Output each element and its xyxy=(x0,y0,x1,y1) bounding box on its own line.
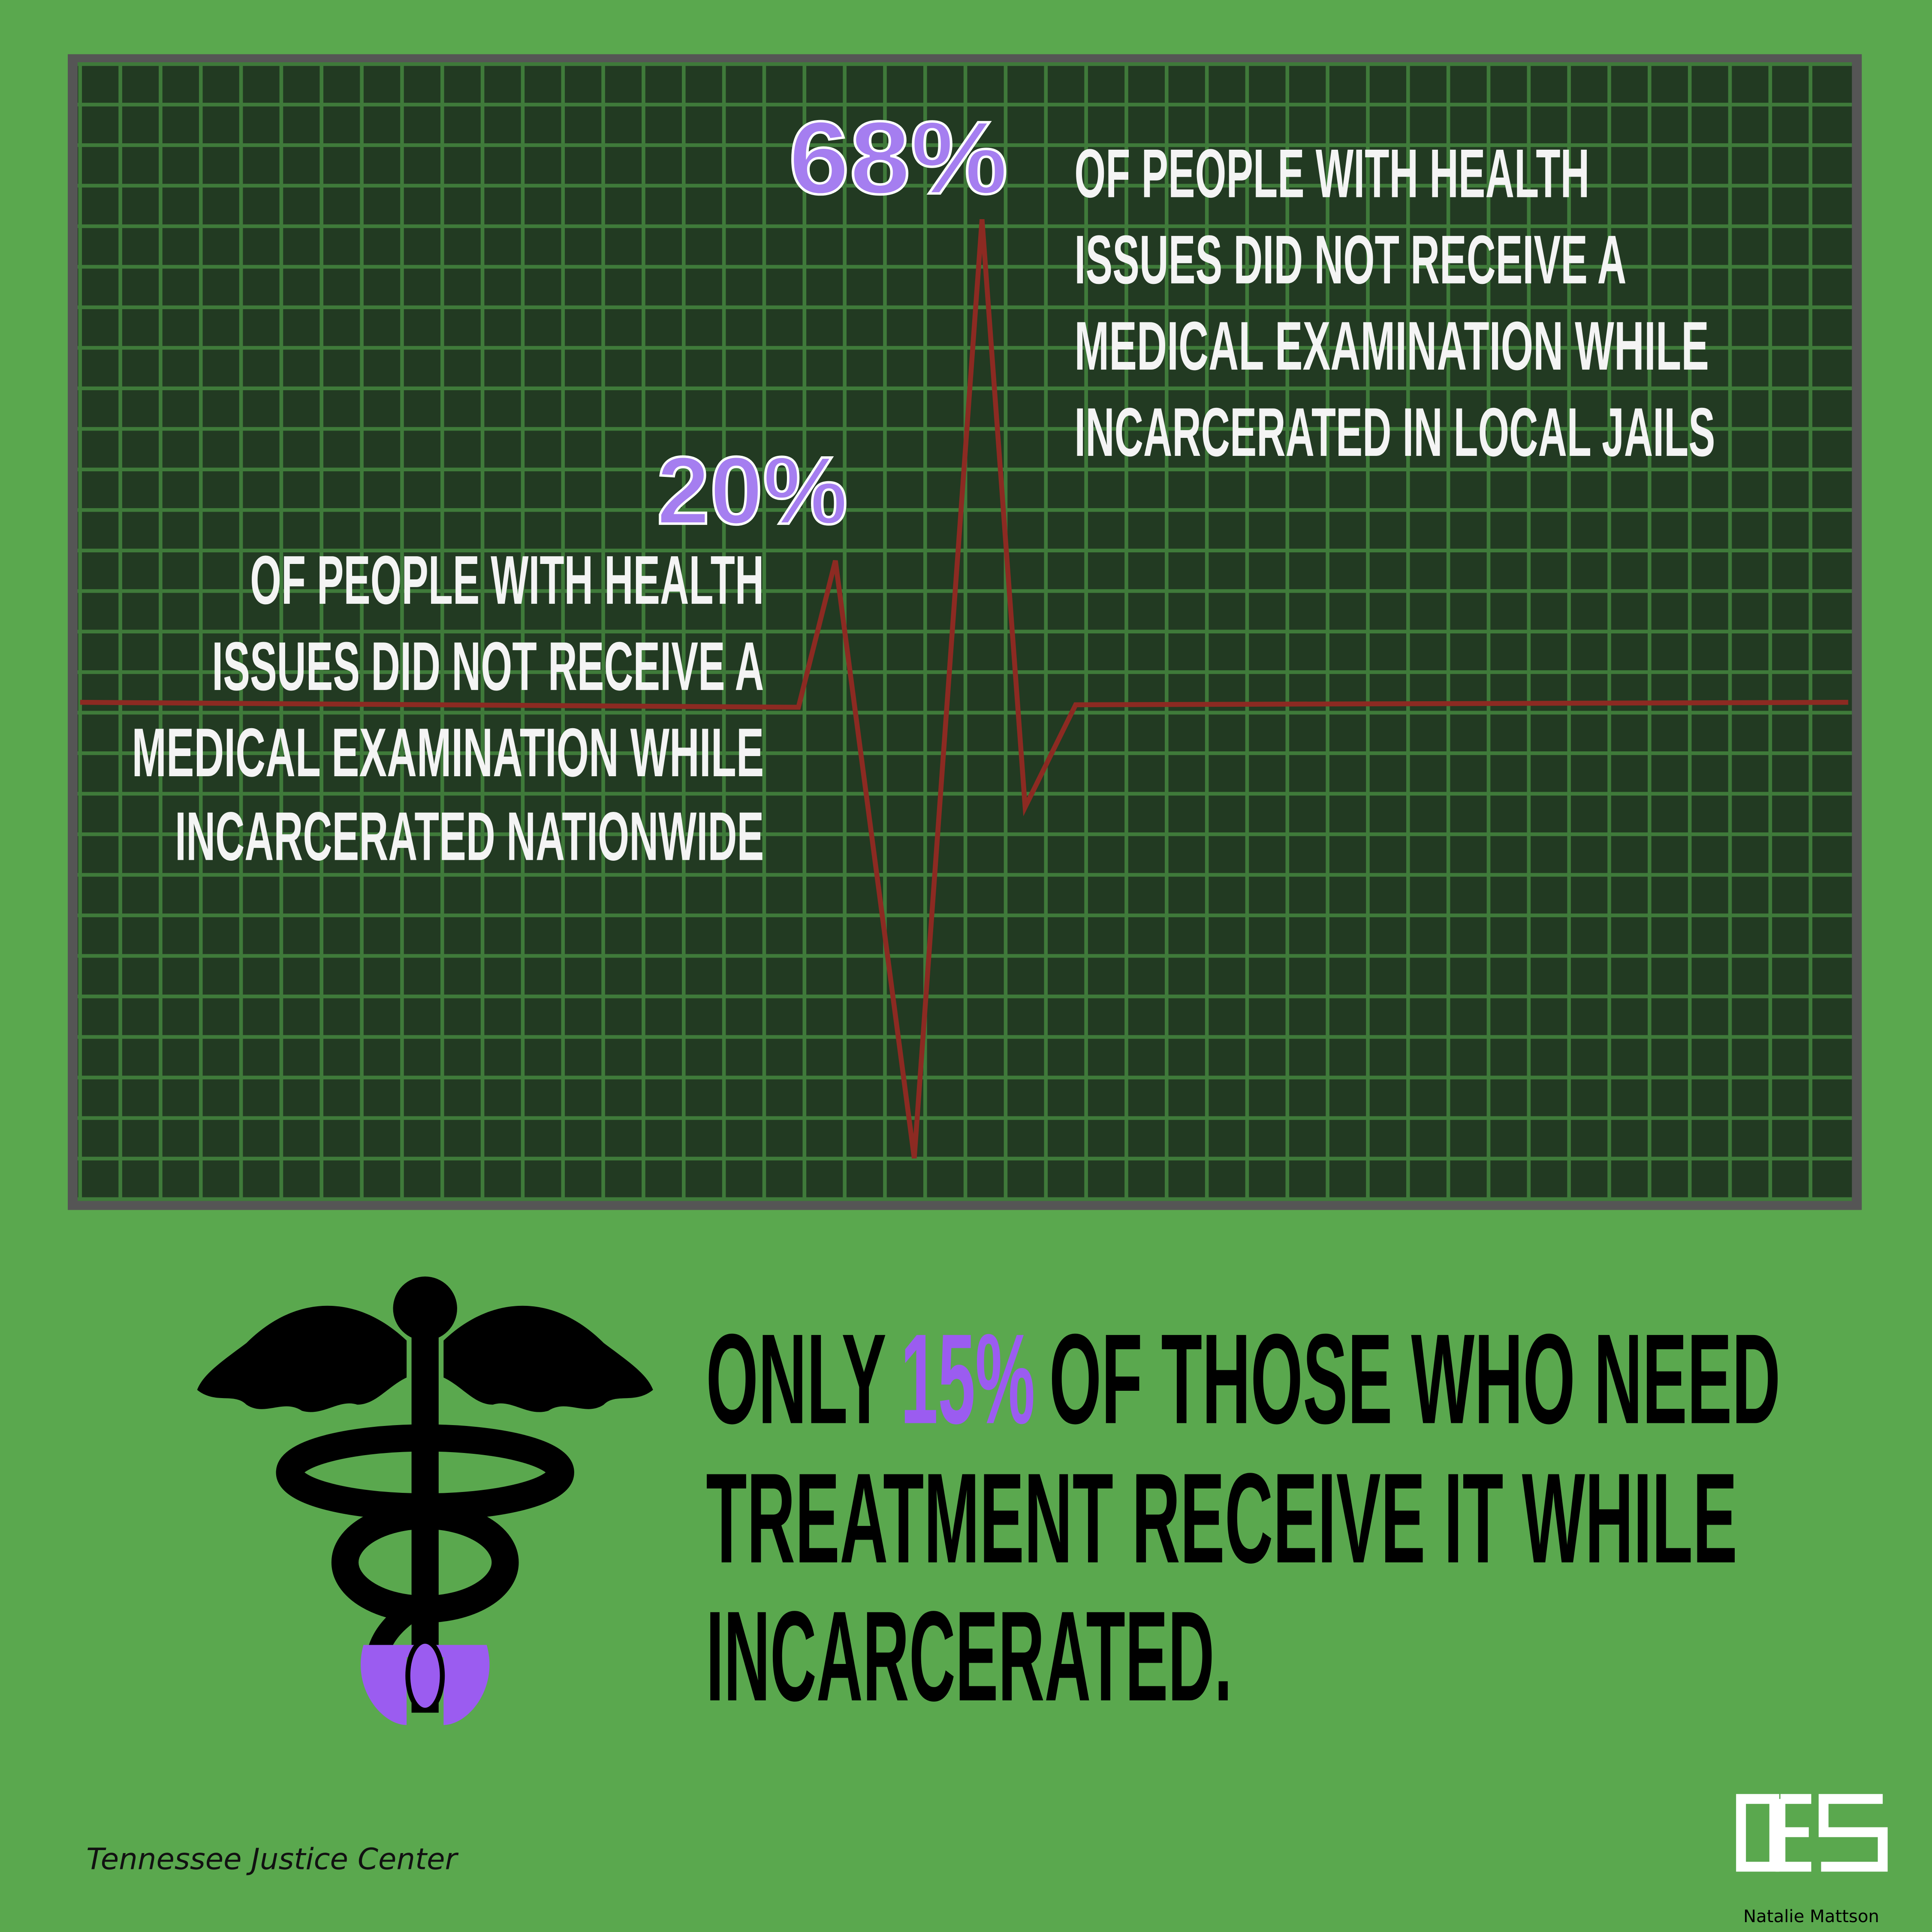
heartbeat-line xyxy=(80,219,1848,1159)
stat-figure: 20% xyxy=(657,437,847,544)
callout-line: TREATMENT RECEIVE IT WHILE xyxy=(706,1447,1737,1590)
callout-word: TREATMENT RECEIVE IT WHILE xyxy=(706,1447,1737,1590)
stat-line: OF PEOPLE WITH HEALTH xyxy=(250,542,764,619)
stat-line: MEDICAL EXAMINATION WHILE xyxy=(132,714,764,791)
stat-line: ISSUES DID NOT RECEIVE A xyxy=(1074,221,1626,298)
logo xyxy=(1736,1794,1888,1872)
caduceus-icon xyxy=(197,1276,653,1725)
callout-word: OF THOSE WHO NEED xyxy=(1049,1308,1781,1450)
callout-text: ONLY15%OF THOSE WHO NEEDTREATMENT RECEIV… xyxy=(706,1308,1780,1727)
monitor-grid xyxy=(78,62,1852,1201)
callout-word: INCARCERATED. xyxy=(706,1585,1232,1728)
stat-line: OF PEOPLE WITH HEALTH xyxy=(1074,135,1589,212)
stat-line: INCARCERATED IN LOCAL JAILS xyxy=(1074,394,1715,471)
stat-line: ISSUES DID NOT RECEIVE A xyxy=(212,628,764,705)
callout-word: 15% xyxy=(901,1308,1035,1450)
stat-text: OF PEOPLE WITH HEALTH ISSUES DID NOT RECE… xyxy=(1074,135,1715,471)
stat-text: OF PEOPLE WITH HEALTH ISSUES DID NOT RECE… xyxy=(132,542,764,875)
callout-line: ONLY15%OF THOSE WHO NEED xyxy=(706,1308,1780,1450)
callout-word: ONLY xyxy=(706,1308,886,1450)
stat-line: INCARCERATED NATIONWIDE xyxy=(175,798,764,875)
source: Tennessee Justice Center xyxy=(86,1842,458,1876)
stat-figure: 68% xyxy=(789,100,1008,216)
credit: Natalie Mattson xyxy=(1743,1907,1879,1926)
callout-line: INCARCERATED. xyxy=(706,1585,1232,1728)
stat-line: MEDICAL EXAMINATION WHILE xyxy=(1074,307,1709,385)
